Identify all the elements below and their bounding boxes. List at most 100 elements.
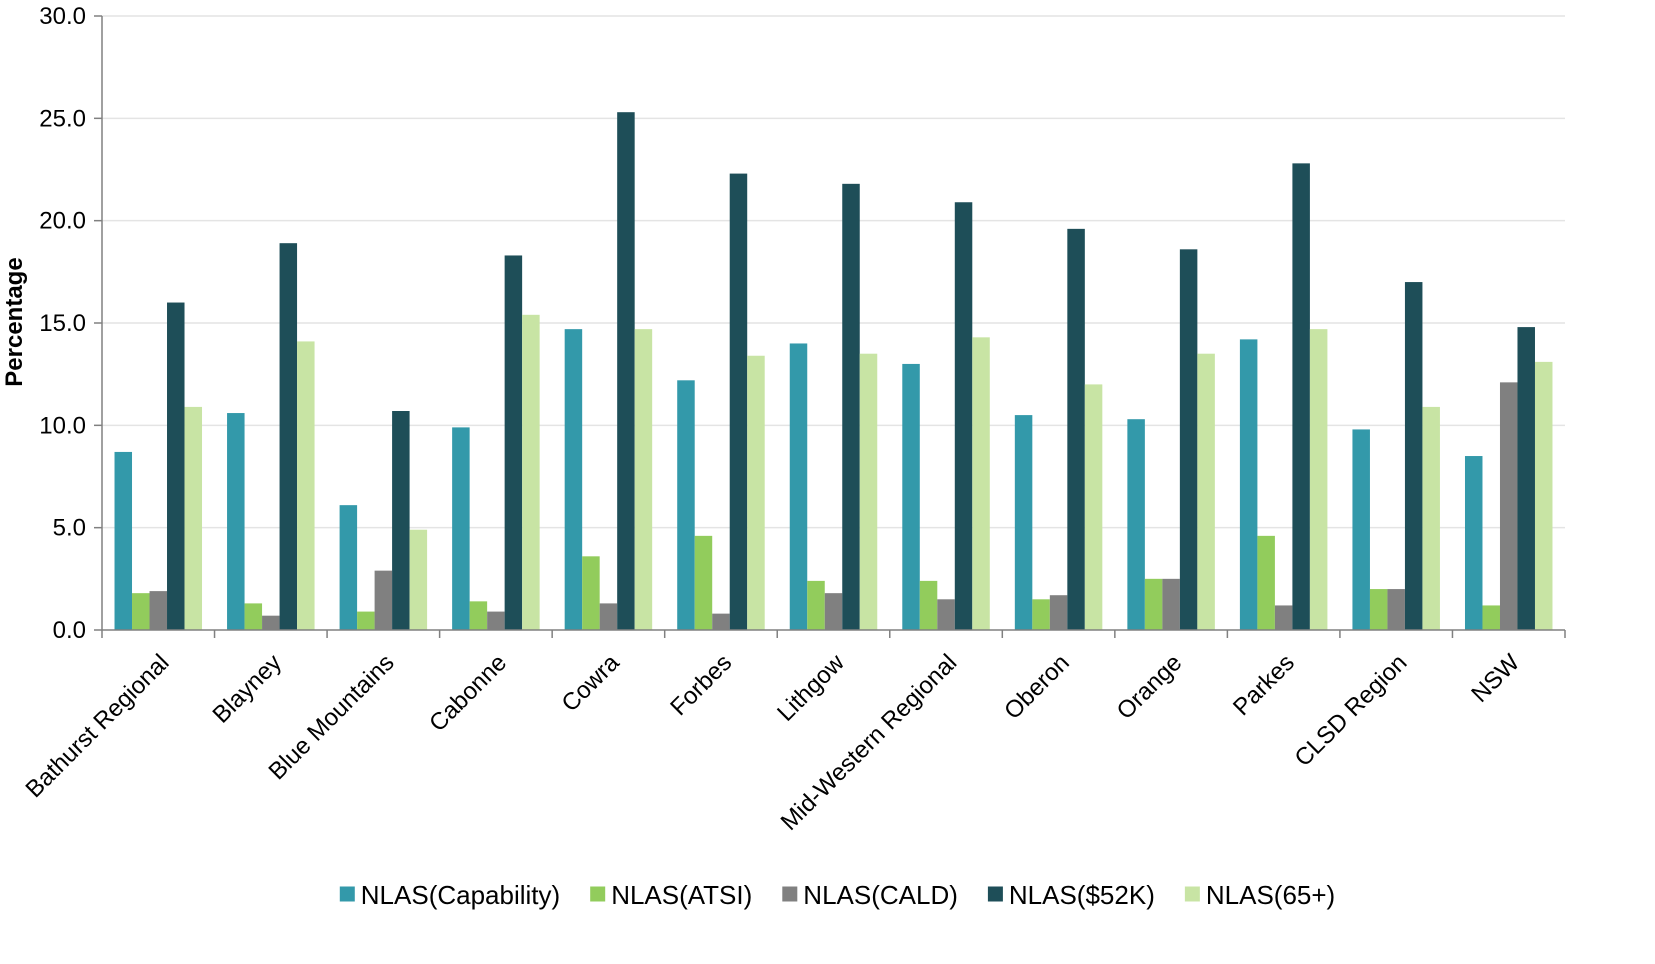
bar-nlas-cald-orange: [1162, 578, 1180, 630]
bar-nlas-65-cowra: [634, 329, 653, 630]
bar-nlas-65-forbes: [747, 355, 765, 630]
bar-nlas-52k-blayney: [279, 243, 298, 630]
x-tick-label: Cabonne: [424, 649, 512, 737]
y-tick-labels: 0.0 5.0 10.0 15.0 20.0 25.0 30.0: [39, 3, 86, 644]
bar-nlas-atsi-mid-western-regional: [919, 580, 938, 630]
bar-nlas-52k-nsw: [1517, 327, 1535, 630]
x-tick-label: Cowra: [557, 649, 626, 718]
x-tick-label: Forbes: [665, 649, 737, 721]
y-tick-label: 15.0: [39, 310, 86, 337]
bar-nlas-cald-blayney: [262, 615, 280, 630]
bar-nlas-atsi-nsw: [1482, 605, 1500, 630]
bar-nlas-capability-blue-mountains: [339, 505, 358, 630]
bar-nlas-atsi-blue-mountains: [357, 611, 375, 630]
bar-nlas-65-blue-mountains: [409, 529, 428, 630]
bar-nlas-65-oberon: [1084, 384, 1103, 630]
x-tick-label: CLSD Region: [1290, 649, 1413, 772]
bar-nlas-atsi-lithgow: [807, 580, 825, 630]
bar-nlas-52k-lithgow: [842, 183, 860, 630]
legend-label: NLAS(ATSI): [611, 880, 752, 910]
legend-item: NLAS(Capability): [339, 880, 560, 910]
bar-nlas-atsi-cowra: [582, 556, 600, 630]
bar-nlas-atsi-forbes: [694, 535, 713, 630]
bar-nlas-cald-oberon: [1049, 595, 1068, 630]
bar-nlas-cald-cabonne: [487, 611, 505, 630]
bar-nlas-cald-bathurst-regional: [149, 591, 168, 630]
bar-nlas-atsi-blayney: [244, 603, 263, 630]
bar-nlas-atsi-bathurst-regional: [132, 593, 150, 630]
x-tick-label: Orange: [1112, 649, 1188, 725]
y-tick-label: 30.0: [39, 3, 86, 30]
bar-nlas-capability-cabonne: [452, 427, 470, 630]
bar-nlas-65-orange: [1197, 353, 1215, 630]
bar-nlas-cald-mid-western-regional: [937, 599, 955, 630]
y-axis-label: Percentage: [1, 257, 28, 386]
y-tick-label: 10.0: [39, 412, 86, 439]
bar-nlas-52k-blue-mountains: [392, 411, 410, 630]
legend-item: NLAS(ATSI): [590, 880, 752, 910]
bar-nlas-cald-blue-mountains: [374, 570, 393, 630]
bar-nlas-52k-oberon: [1067, 228, 1085, 630]
bar-nlas-65-bathurst-regional: [184, 406, 203, 630]
gridlines: [102, 15, 1565, 529]
bar-nlas-52k-clsd-region: [1404, 282, 1423, 630]
x-tick-label: NSW: [1466, 649, 1525, 708]
legend: NLAS(Capability) NLAS(ATSI) NLAS(CALD) NLAS…: [339, 880, 1335, 910]
bar-nlas-atsi-cabonne: [469, 601, 488, 630]
bar-nlas-65-nsw: [1534, 361, 1553, 630]
bar-nlas-65-mid-western-regional: [972, 337, 990, 630]
legend-swatch: [1184, 886, 1200, 902]
bar-nlas-capability-nsw: [1464, 456, 1483, 630]
bar-nlas-atsi-oberon: [1032, 599, 1050, 630]
x-tick-label: Parkes: [1228, 649, 1300, 721]
axes: [94, 15, 1566, 638]
legend-item: NLAS(65+): [1184, 880, 1335, 910]
y-tick-label: 25.0: [39, 105, 86, 132]
bar-nlas-cald-cowra: [599, 603, 618, 630]
bar-nlas-65-clsd-region: [1422, 406, 1440, 630]
bar-nlas-cald-nsw: [1499, 382, 1518, 630]
y-tick-label: 0.0: [53, 617, 86, 644]
legend-item: NLAS(CALD): [782, 880, 958, 910]
legend-item: NLAS($52K): [987, 880, 1155, 910]
y-tick-label: 20.0: [39, 208, 86, 235]
bar-nlas-65-blayney: [297, 341, 315, 630]
legend-swatch: [987, 886, 1003, 902]
bar-nlas-52k-forbes: [729, 173, 748, 631]
bar-nlas-cald-lithgow: [824, 593, 843, 630]
bar-nlas-capability-parkes: [1239, 339, 1258, 630]
bar-nlas-capability-oberon: [1014, 415, 1033, 630]
bar-nlas-65-cabonne: [522, 314, 540, 630]
bar-nlas-65-parkes: [1309, 329, 1328, 630]
x-tick-label: Blayney: [208, 649, 287, 728]
bar-nlas-52k-mid-western-regional: [954, 202, 973, 630]
bar-nlas-52k-bathurst-regional: [167, 302, 185, 630]
legend-swatch: [339, 886, 355, 902]
bar-nlas-capability-forbes: [677, 380, 695, 630]
y-tick-label: 5.0: [53, 515, 86, 542]
legend-label: NLAS(65+): [1206, 880, 1335, 910]
bar-nlas-atsi-orange: [1144, 578, 1163, 630]
x-tick-label: Bathurst Regional: [21, 649, 175, 803]
bar-nlas-capability-clsd-region: [1352, 429, 1370, 630]
bar-nlas-capability-orange: [1127, 419, 1145, 630]
bar-nlas-52k-orange: [1179, 249, 1198, 630]
legend-label: NLAS($52K): [1009, 880, 1155, 910]
bar-nlas-atsi-clsd-region: [1369, 589, 1388, 630]
bar-nlas-52k-cowra: [617, 112, 635, 630]
bar-nlas-cald-forbes: [712, 613, 730, 630]
legend-label: NLAS(Capability): [361, 880, 560, 910]
bar-nlas-52k-parkes: [1292, 163, 1310, 631]
bar-nlas-atsi-parkes: [1257, 535, 1275, 630]
bar-nlas-capability-mid-western-regional: [902, 363, 920, 630]
bar-nlas-cald-clsd-region: [1387, 589, 1405, 630]
x-tick-label: Oberon: [999, 649, 1075, 725]
bar-nlas-cald-parkes: [1274, 605, 1293, 630]
bar-nlas-52k-cabonne: [504, 255, 523, 630]
bar-nlas-capability-bathurst-regional: [114, 451, 133, 630]
bar-nlas-capability-lithgow: [789, 343, 808, 630]
x-tick-label: Lithgow: [772, 649, 850, 727]
legend-swatch: [782, 886, 798, 902]
